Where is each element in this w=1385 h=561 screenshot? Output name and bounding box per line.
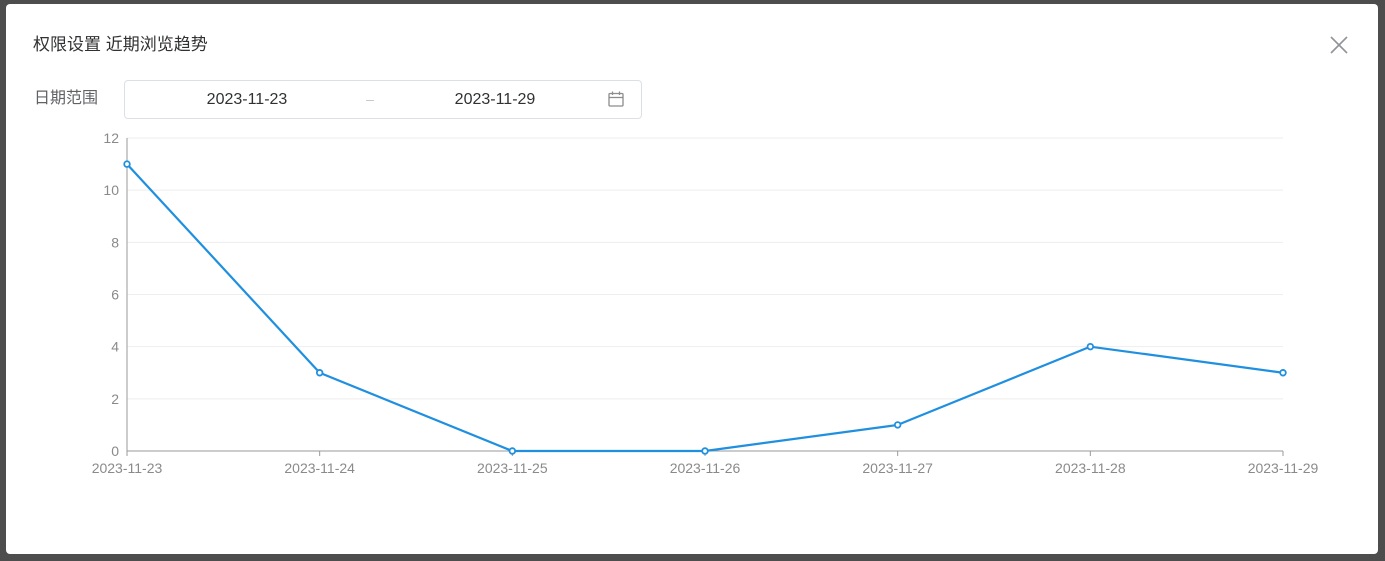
x-tick-label: 2023-11-27 [862,460,933,476]
y-tick-label: 8 [111,234,119,250]
series-line [127,164,1283,451]
data-point [510,448,516,454]
close-button[interactable] [1328,34,1350,56]
data-point [895,422,901,428]
data-point [1280,370,1286,376]
x-tick-label: 2023-11-29 [1248,460,1319,476]
close-icon [1328,34,1350,56]
dialog-title: 权限设置 近期浏览趋势 [33,35,208,55]
y-tick-label: 0 [111,443,119,459]
data-point [317,370,323,376]
calendar-icon[interactable] [607,90,625,108]
x-tick-label: 2023-11-25 [477,460,548,476]
y-tick-label: 12 [103,130,119,146]
y-tick-label: 2 [111,391,119,407]
date-range-picker[interactable]: 2023-11-23 – 2023-11-29 [124,80,642,119]
x-tick-label: 2023-11-24 [284,460,355,476]
start-date-input[interactable]: 2023-11-23 [147,81,347,118]
x-tick-label: 2023-11-28 [1055,460,1126,476]
y-tick-label: 10 [103,182,119,198]
trend-dialog: 权限设置 近期浏览趋势 日期范围 2023-11-23 – 2023-11-29… [6,4,1378,554]
y-tick-label: 6 [111,287,119,303]
data-points [124,161,1286,454]
y-tick-label: 4 [111,339,119,355]
date-range-label: 日期范围 [34,89,98,109]
x-tick-label: 2023-11-23 [92,460,163,476]
grid-lines [127,138,1283,399]
end-date-input[interactable]: 2023-11-29 [395,81,595,118]
data-point [124,161,130,167]
data-point [1088,344,1094,350]
data-point [702,448,708,454]
axes [127,138,1283,456]
x-tick-label: 2023-11-26 [670,460,741,476]
tick-labels: 0 2 4 6 8 10 12 2023-11-23 2023-11-24 2023-11-25 2… [92,130,1319,476]
series-line [127,164,1283,451]
range-separator: – [365,81,375,118]
